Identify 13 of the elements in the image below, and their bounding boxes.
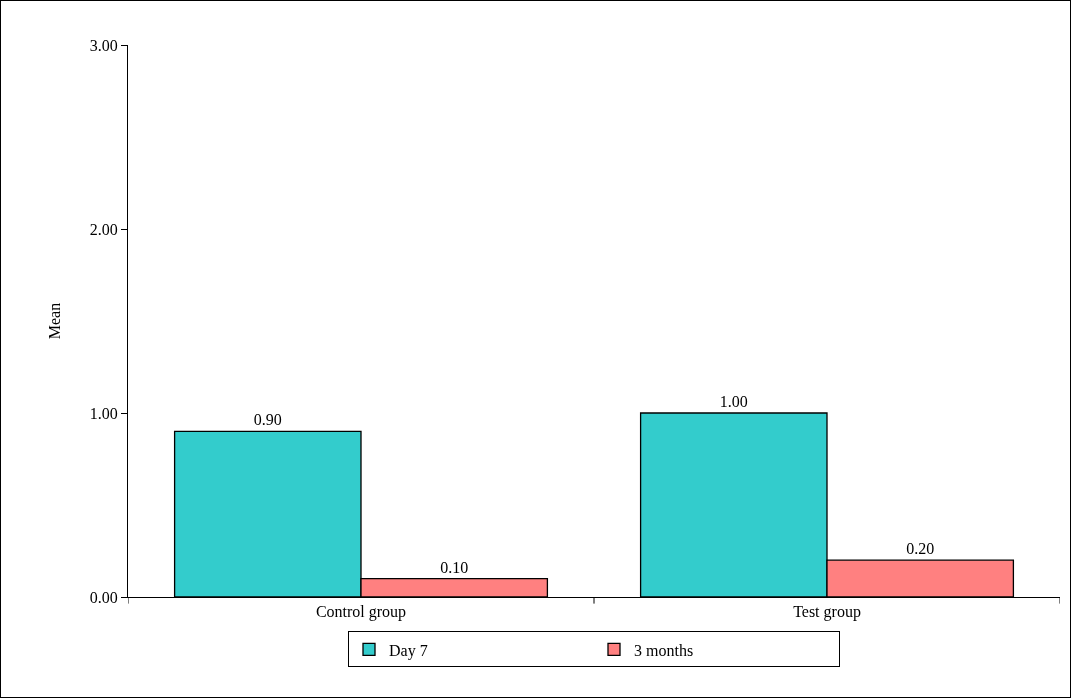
y-tick-label: 3.00	[89, 36, 118, 54]
legend-label: 3 months	[634, 641, 694, 659]
y-tick-label: 0.00	[89, 588, 118, 606]
x-tick-label: Control group	[315, 603, 407, 622]
legend-label: Day 7	[389, 641, 428, 660]
data-label: 1.00	[719, 393, 748, 410]
y-axis-title: Mean	[45, 302, 63, 340]
y-tick-label: 1.00	[89, 404, 118, 422]
x-tick-label: Test group	[793, 603, 861, 622]
y-tick-label: 2.00	[89, 220, 118, 238]
data-label: 0.10	[440, 558, 469, 576]
data-label: 0.90	[253, 411, 282, 429]
data-label: 0.20	[906, 540, 935, 558]
